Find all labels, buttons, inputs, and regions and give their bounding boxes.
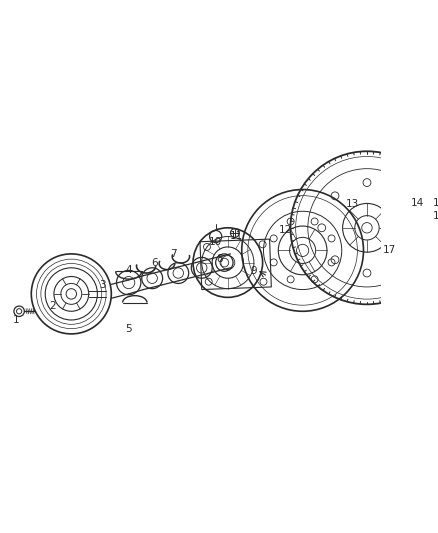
Text: 1: 1 — [12, 315, 19, 325]
Text: 8: 8 — [216, 254, 223, 264]
Text: 17: 17 — [383, 245, 396, 255]
Text: 5: 5 — [125, 324, 132, 334]
Text: 7: 7 — [171, 249, 177, 259]
Text: 15: 15 — [432, 198, 438, 207]
Text: 11: 11 — [230, 231, 243, 241]
Text: 12: 12 — [279, 225, 292, 236]
Text: 13: 13 — [346, 199, 359, 209]
Text: 6: 6 — [152, 257, 158, 268]
Text: 3: 3 — [99, 280, 106, 290]
Text: 16: 16 — [432, 211, 438, 221]
Text: 2: 2 — [49, 301, 56, 311]
Text: 9: 9 — [251, 266, 257, 276]
Text: 4: 4 — [125, 264, 132, 274]
Text: 10: 10 — [209, 237, 222, 247]
Text: 14: 14 — [411, 198, 424, 207]
